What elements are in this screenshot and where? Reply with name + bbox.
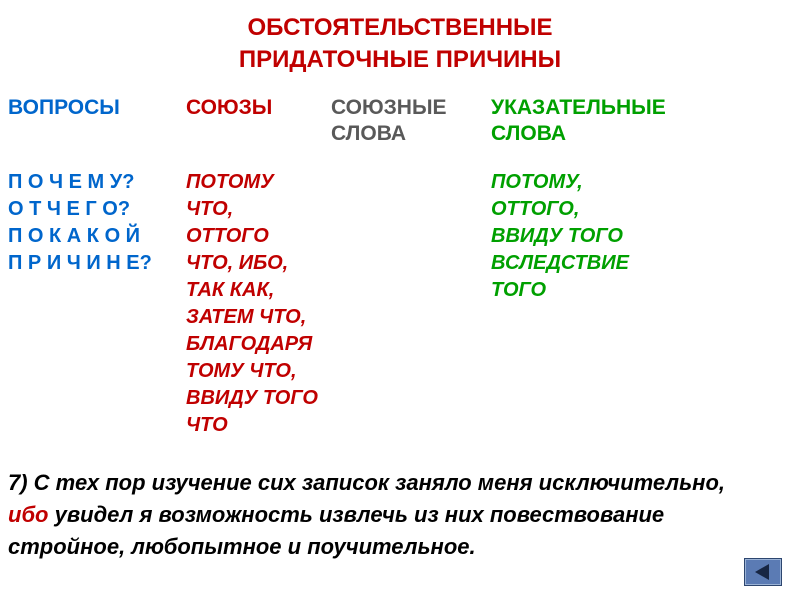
header-demon-words: УКАЗАТЕЛЬНЫЕ СЛОВА bbox=[491, 95, 792, 170]
questions-column: П О Ч Е М У? О Т Ч Е Г О? П О К А К О Й … bbox=[8, 169, 186, 277]
header-union-words-l2: СЛОВА bbox=[331, 122, 406, 145]
example-suffix: увидел я возможность извлечь из них пове… bbox=[8, 502, 664, 559]
header-union-words-l1: СОЮЗНЫЕ bbox=[331, 96, 447, 119]
example-prefix: 7) С тех пор изучение сих записок заняло… bbox=[8, 470, 725, 495]
header-union-words: СОЮЗНЫЕ СЛОВА bbox=[331, 95, 491, 170]
content-row: П О Ч Е М У? О Т Ч Е Г О? П О К А К О Й … bbox=[8, 169, 792, 439]
title-line-2: ПРИДАТОЧНЫЕ ПРИЧИНЫ bbox=[239, 46, 561, 73]
slide-title: ОБСТОЯТЕЛЬСТВЕННЫЕ ПРИДАТОЧНЫЕ ПРИЧИНЫ bbox=[8, 12, 792, 77]
column-headers: ВОПРОСЫ СОЮЗЫ СОЮЗНЫЕ СЛОВА УКАЗАТЕЛЬНЫЕ… bbox=[8, 95, 792, 170]
example-sentence: 7) С тех пор изучение сих записок заняло… bbox=[8, 467, 792, 563]
header-demon-l2: СЛОВА bbox=[491, 122, 566, 145]
slide: ОБСТОЯТЕЛЬСТВЕННЫЕ ПРИДАТОЧНЫЕ ПРИЧИНЫ В… bbox=[0, 0, 800, 600]
example-highlight: ибо bbox=[8, 502, 49, 527]
demon-words-column: ПОТОМУ, ОТТОГО, ВВИДУ ТОГО ВСЛЕДСТВИЕ ТО… bbox=[491, 169, 792, 304]
header-unions: СОЮЗЫ bbox=[186, 95, 331, 143]
unions-column: ПОТОМУ ЧТО, ОТТОГО ЧТО, ИБО, ТАК КАК, ЗА… bbox=[186, 169, 331, 439]
arrow-left-icon bbox=[755, 564, 769, 580]
header-demon-l1: УКАЗАТЕЛЬНЫЕ bbox=[491, 96, 666, 119]
title-line-1: ОБСТОЯТЕЛЬСТВЕННЫЕ bbox=[247, 14, 552, 41]
header-questions: ВОПРОСЫ bbox=[8, 95, 186, 143]
prev-slide-button[interactable] bbox=[744, 558, 782, 586]
